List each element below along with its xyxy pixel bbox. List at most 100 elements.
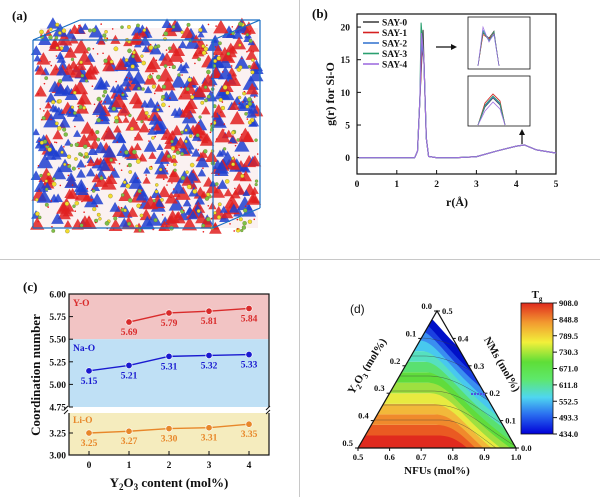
axis-break — [63, 405, 273, 415]
polyhedron — [139, 215, 155, 230]
oxygen-atom — [168, 66, 171, 69]
atom — [128, 113, 132, 118]
atom — [69, 143, 74, 147]
oxygen-atom — [47, 103, 50, 106]
oxygen-atom — [55, 141, 58, 144]
atom — [55, 46, 59, 50]
atom — [57, 99, 62, 104]
oxygen-atom — [238, 102, 241, 105]
polyhedron — [80, 121, 95, 134]
data-label: 3.30 — [161, 435, 178, 445]
polyhedron — [223, 188, 233, 197]
x-tick-label-b: 3 — [474, 180, 479, 190]
polyhedron — [36, 52, 51, 65]
polyhedron — [128, 91, 144, 105]
polyhedron — [100, 125, 117, 140]
oxygen-atom — [154, 135, 156, 138]
polyhedron — [66, 188, 79, 200]
polyhedron — [242, 189, 251, 197]
atom — [251, 58, 255, 62]
oxygen-atom — [92, 47, 95, 50]
right-tick-label-d: 0.5 — [442, 306, 453, 316]
atom — [222, 147, 227, 151]
atom — [168, 46, 172, 51]
panel-label-b: (b) — [312, 6, 328, 21]
polyhedron — [45, 92, 57, 103]
polyhedron — [58, 116, 71, 128]
atom — [247, 219, 253, 224]
oxygen-atom — [243, 90, 246, 93]
oxygen-atom — [254, 86, 256, 89]
polyhedron — [188, 75, 199, 86]
contour-band — [358, 311, 516, 416]
polyhedron — [76, 168, 86, 178]
polyhedron — [219, 205, 228, 213]
series-line-y-o — [128, 307, 250, 323]
data-label: 5.84 — [241, 314, 258, 324]
bottom-tick-label-d: 0.8 — [447, 452, 458, 462]
polyhedron — [81, 22, 90, 30]
atom — [127, 48, 132, 54]
oxygen-atom — [91, 134, 93, 136]
oxygen-atom — [105, 130, 108, 133]
atom — [127, 198, 133, 203]
polyhedron — [195, 155, 210, 168]
polyhedron — [248, 118, 258, 127]
data-label: 3.27 — [121, 437, 138, 447]
data-label: 5.79 — [161, 319, 178, 329]
atom — [126, 25, 131, 29]
data-label: 3.25 — [81, 439, 98, 449]
polyhedron — [199, 132, 215, 146]
left-tick-label-d: 0.3 — [374, 383, 385, 393]
polyhedron — [165, 89, 179, 102]
oxygen-atom — [149, 43, 152, 46]
oxygen-atom — [234, 162, 237, 165]
oxygen-atom — [168, 105, 171, 108]
polyhedron — [160, 127, 174, 140]
atom — [96, 96, 102, 102]
atom — [163, 31, 169, 37]
oxygen-atom — [40, 34, 42, 36]
polyhedron — [64, 28, 77, 39]
polyhedron — [89, 139, 101, 149]
polyhedron — [102, 145, 117, 158]
oxygen-atom — [230, 65, 233, 67]
atom — [124, 150, 129, 155]
atom — [129, 126, 134, 131]
data-point — [85, 429, 93, 437]
atom — [58, 31, 62, 35]
polyhedron — [73, 39, 90, 54]
panel-divider-horizontal — [0, 259, 600, 260]
polyhedron — [51, 212, 64, 224]
atom — [180, 30, 184, 34]
atom — [180, 130, 184, 134]
data-label: 3.35 — [241, 430, 258, 440]
atom — [74, 200, 80, 206]
atom — [141, 60, 146, 66]
oxygen-atom — [244, 205, 247, 207]
atom — [247, 65, 251, 69]
oxygen-atom — [50, 118, 52, 121]
atom — [35, 197, 39, 202]
atom — [54, 121, 59, 126]
polyhedron — [113, 124, 122, 133]
atom — [250, 70, 255, 75]
x-tick-label-c: 3 — [207, 461, 212, 471]
polyhedron — [56, 66, 67, 76]
polyhedron — [86, 158, 96, 167]
atom — [73, 111, 77, 115]
colorbar-tick-label: 848.8 — [559, 314, 578, 324]
oxygen-atom — [78, 167, 80, 170]
oxygen-atom — [234, 144, 237, 147]
series-line-say-4 — [359, 33, 557, 159]
oxygen-atom — [39, 108, 42, 110]
left-tick-label-d: 0.2 — [390, 356, 401, 366]
atom — [177, 73, 181, 77]
atom — [170, 139, 174, 144]
oxygen-atom — [220, 111, 222, 113]
atom — [224, 179, 230, 184]
atom — [48, 35, 53, 40]
atom — [173, 162, 177, 167]
atom — [109, 59, 114, 64]
polyhedron — [188, 210, 198, 220]
